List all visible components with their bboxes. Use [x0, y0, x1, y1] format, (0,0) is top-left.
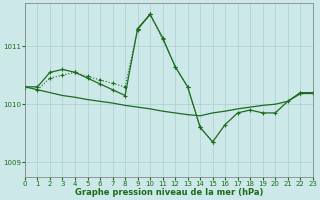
X-axis label: Graphe pression niveau de la mer (hPa): Graphe pression niveau de la mer (hPa)	[75, 188, 263, 197]
